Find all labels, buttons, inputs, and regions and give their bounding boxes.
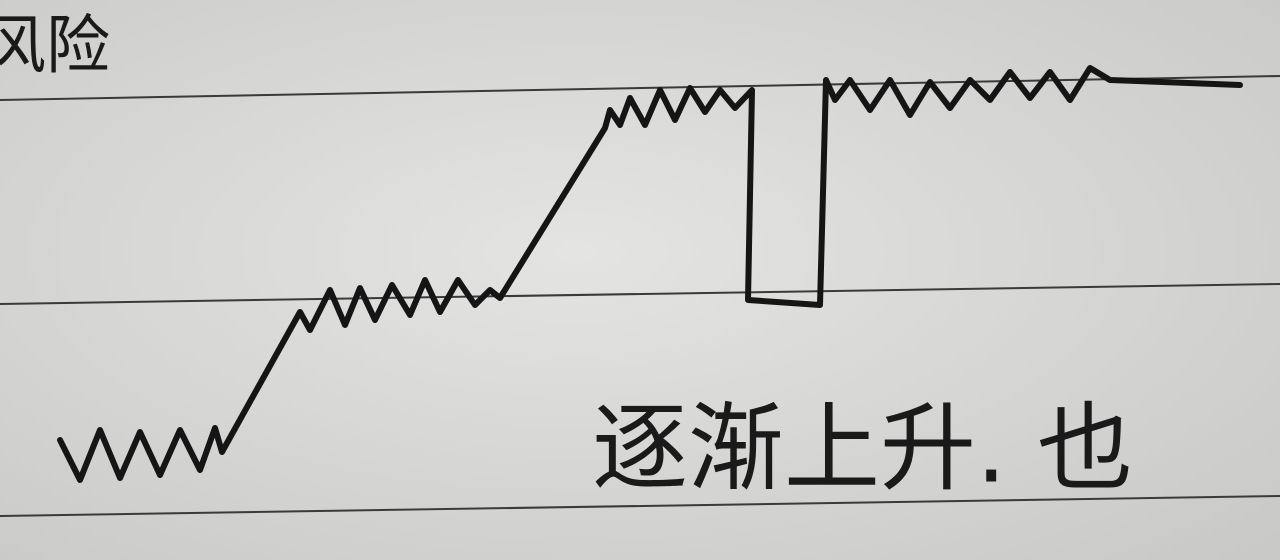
handwritten-note: 风险 (0, 10, 110, 84)
handwritten-caption: 逐渐上升. 也 (592, 392, 1133, 504)
ruled-line (0, 75, 1280, 101)
ruled-line (0, 495, 1280, 517)
sketch-line (57, 65, 1243, 483)
ruled-line (0, 283, 1280, 305)
